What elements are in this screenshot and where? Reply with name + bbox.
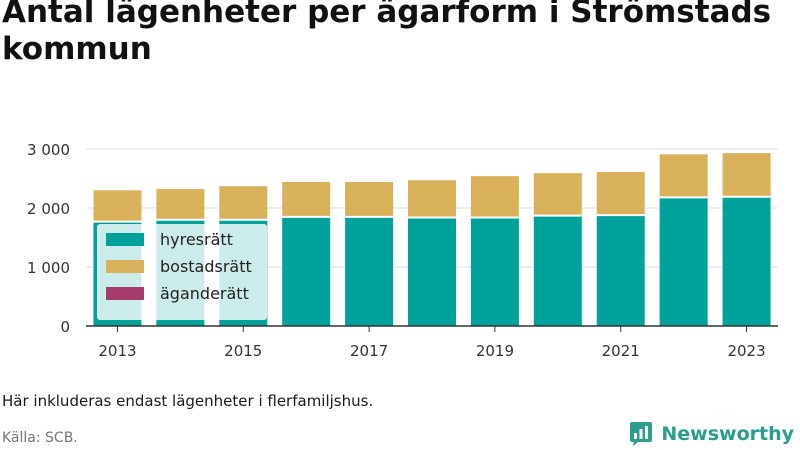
bar-bostadsrätt-2014 <box>156 189 205 220</box>
x-tick-label: 2019 <box>476 342 514 360</box>
brand-logo[interactable]: Newsworthy <box>629 421 794 447</box>
legend-label: hyresrätt <box>160 230 233 249</box>
x-tick-label: 2013 <box>98 342 136 360</box>
x-tick-label: 2017 <box>350 342 388 360</box>
bar-hyresrätt-2018 <box>408 217 456 326</box>
legend-label: bostadsrätt <box>160 257 252 276</box>
bar-hyresrätt-2023 <box>722 196 771 326</box>
y-axis-ticks: 0 1 000 2 000 3 000 <box>27 141 70 336</box>
bar-hyresrätt-2021 <box>596 215 645 326</box>
bar-bostadsrätt-2023 <box>722 153 771 197</box>
legend-label: äganderätt <box>160 284 249 303</box>
stacked-bar-chart: 0 1 000 2 000 3 000 2013 2015 2017 2019 2021 202… <box>27 141 778 360</box>
y-tick-label: 2 000 <box>27 200 70 218</box>
bar-hyresrätt-2016 <box>282 216 331 326</box>
x-axis: 2013 2015 2017 2019 2021 2023 <box>86 325 778 360</box>
bar-bostadsrätt-2021 <box>596 172 645 216</box>
footnote: Här inkluderas endast lägenheter i flerf… <box>2 392 374 410</box>
chart-title: Antal lägenheter per ägarform i Strömsta… <box>2 0 772 67</box>
legend-swatch-bostadsrätt <box>106 260 144 273</box>
legend-swatch-äganderätt <box>106 287 144 300</box>
y-tick-label: 0 <box>60 318 70 336</box>
bar-bostadsrätt-2018 <box>408 180 456 218</box>
legend: hyresrätt bostadsrätt äganderätt <box>97 224 267 320</box>
bar-hyresrätt-2017 <box>345 216 394 326</box>
bar-hyresrätt-2019 <box>470 217 519 326</box>
source-text: Källa: SCB. <box>2 430 78 446</box>
bar-hyresrätt-2020 <box>533 215 582 326</box>
bar-bostadsrätt-2015 <box>219 186 268 220</box>
newsworthy-logo-icon <box>630 422 653 446</box>
y-tick-label: 3 000 <box>27 141 70 159</box>
legend-swatch-hyresrätt <box>106 233 144 246</box>
bar-bostadsrätt-2017 <box>345 182 394 217</box>
bar-bostadsrätt-2020 <box>533 173 582 216</box>
bar-bostadsrätt-2013 <box>93 190 142 222</box>
x-tick-label: 2015 <box>224 342 262 360</box>
bar-bostadsrätt-2022 <box>659 154 708 198</box>
bar-bostadsrätt-2019 <box>470 176 519 218</box>
bar-hyresrätt-2022 <box>659 197 708 326</box>
brand-name: Newsworthy <box>661 423 794 445</box>
x-tick-label: 2023 <box>727 342 765 360</box>
x-tick-label: 2021 <box>602 342 640 360</box>
y-tick-label: 1 000 <box>27 259 70 277</box>
bar-bostadsrätt-2016 <box>282 182 331 217</box>
